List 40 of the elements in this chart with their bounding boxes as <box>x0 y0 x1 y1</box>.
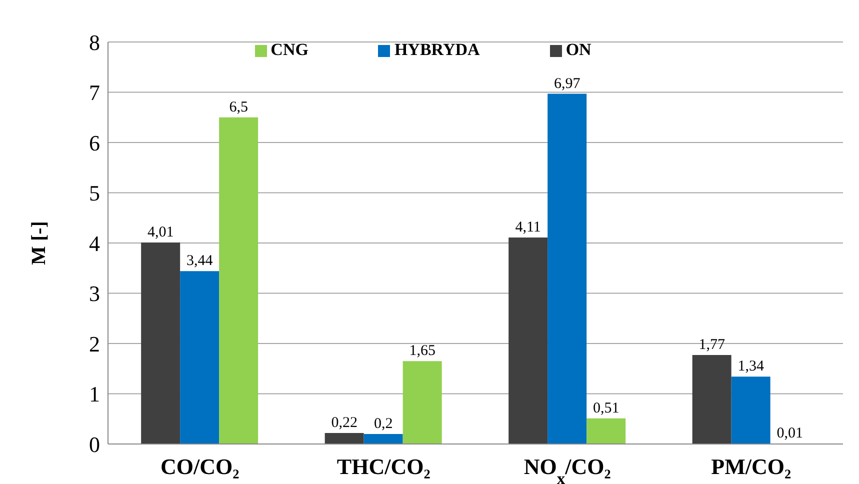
data-label: 1,77 <box>698 337 726 354</box>
y-tick-label: 7 <box>89 80 100 106</box>
y-tick-label: 1 <box>89 382 100 407</box>
bar <box>548 94 587 444</box>
data-label: 1,65 <box>409 343 436 360</box>
bar <box>141 242 180 444</box>
bar <box>364 434 403 444</box>
data-label: 4,11 <box>515 219 541 236</box>
data-label: 6,5 <box>229 99 248 116</box>
y-axis-title: M [-] <box>28 221 50 265</box>
x-tick-label: THC/CO₂ <box>336 454 431 479</box>
data-label: 3,44 <box>186 253 214 270</box>
legend-label: CNG <box>270 40 308 59</box>
bar <box>219 117 258 444</box>
data-label: 6,97 <box>554 76 581 92</box>
data-label: 4,01 <box>147 224 174 240</box>
y-tick-label: 0 <box>89 432 100 457</box>
y-tick-label: 4 <box>89 230 100 256</box>
y-tick-label: 8 <box>89 30 100 55</box>
x-tick-label: NO$_{x}$/CO₂ <box>524 454 612 484</box>
bar <box>692 355 732 444</box>
legend-label: ON <box>566 40 592 59</box>
y-tick-label: 3 <box>89 281 100 306</box>
data-label: 0,22 <box>331 414 358 431</box>
bar <box>731 376 770 444</box>
bar <box>324 432 364 444</box>
y-tick-label: 5 <box>89 180 100 206</box>
data-label: 0,2 <box>374 416 393 432</box>
data-label: 0,01 <box>776 425 803 442</box>
y-tick-label: 2 <box>89 331 100 356</box>
x-tick-label: PM/CO₂ <box>711 454 792 479</box>
bar <box>586 418 626 444</box>
data-label: 0,51 <box>592 400 620 416</box>
legend-label: HYBRYDA <box>394 40 480 59</box>
x-tick-label: CO/CO₂ <box>160 454 240 479</box>
bar <box>402 361 442 444</box>
y-tick-label: 6 <box>89 130 100 156</box>
bar <box>180 271 220 444</box>
bar <box>508 237 548 444</box>
data-label: 1,34 <box>738 358 764 375</box>
